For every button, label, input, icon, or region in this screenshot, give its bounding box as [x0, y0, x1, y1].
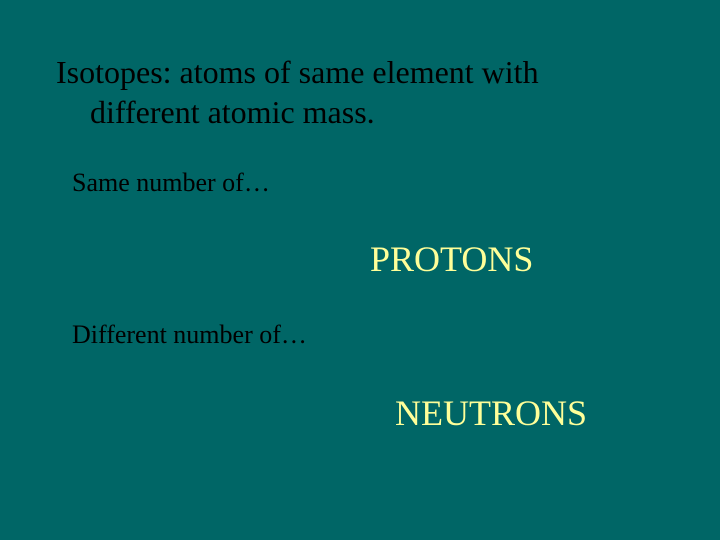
same-number-answer: PROTONS: [370, 238, 533, 280]
slide-title-line1: Isotopes: atoms of same element with: [56, 54, 539, 90]
different-number-answer: NEUTRONS: [395, 392, 587, 434]
slide-title-line2: different atomic mass.: [56, 92, 656, 132]
different-number-label: Different number of…: [72, 320, 307, 350]
slide-title: Isotopes: atoms of same element with dif…: [56, 52, 656, 132]
same-number-label: Same number of…: [72, 168, 270, 198]
